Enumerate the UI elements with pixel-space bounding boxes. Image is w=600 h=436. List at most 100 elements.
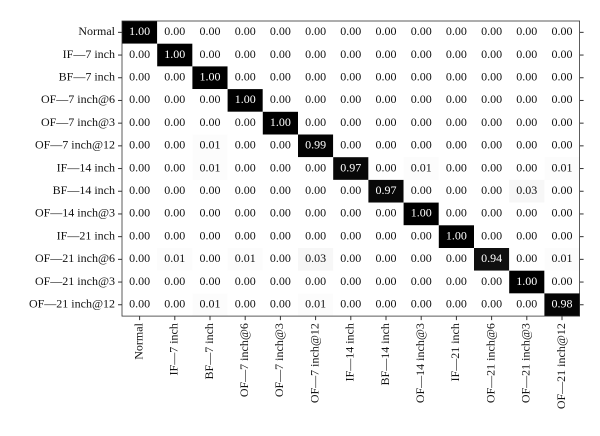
- cell: [298, 43, 334, 67]
- cell: [262, 111, 298, 135]
- cell: [262, 293, 298, 317]
- cell-label: 0.98: [552, 297, 573, 311]
- cell-label: 0.00: [235, 24, 256, 38]
- cell-label: 0.00: [446, 70, 467, 84]
- cell-label: 0.00: [164, 183, 185, 197]
- cell: [474, 134, 510, 158]
- x-tick-label: IF—21 inch: [448, 323, 462, 381]
- cell-label: 0.00: [446, 183, 467, 197]
- cell-label: 0.00: [270, 70, 291, 84]
- cell: [474, 43, 510, 67]
- cell: [368, 293, 404, 317]
- cell-label: 0.00: [235, 297, 256, 311]
- cell-label: 1.00: [235, 92, 256, 106]
- cell-label: 0.00: [552, 92, 573, 106]
- cell: [298, 21, 334, 44]
- y-tick-label: OF—14 inch@3: [35, 206, 115, 220]
- cell: [262, 43, 298, 67]
- cell: [333, 179, 369, 203]
- cell: [509, 111, 545, 135]
- cell-label: 0.00: [305, 228, 326, 242]
- cell: [262, 21, 298, 44]
- cell-label: 0.00: [340, 92, 361, 106]
- cell-label: 0.00: [270, 138, 291, 152]
- cell: [544, 43, 580, 67]
- cell: [227, 202, 263, 226]
- cell: [298, 66, 334, 90]
- cell-label: 0.00: [200, 206, 221, 220]
- cell-label: 0.00: [481, 183, 502, 197]
- x-tick-label: OF—14 inch@3: [413, 323, 427, 403]
- cell-label: 0.00: [129, 115, 150, 129]
- cell-label: 0.00: [305, 115, 326, 129]
- cell-label: 0.00: [376, 206, 397, 220]
- cell: [544, 225, 580, 248]
- cell-label: 0.00: [340, 228, 361, 242]
- cell-label: 0.01: [200, 297, 221, 311]
- cell-label: 0.97: [340, 160, 361, 174]
- cell-label: 0.00: [270, 24, 291, 38]
- cell: [509, 270, 545, 294]
- cell-label: 0.00: [376, 251, 397, 265]
- cell-label: 0.00: [376, 24, 397, 38]
- cell-label: 0.00: [516, 228, 537, 242]
- cell: [298, 134, 334, 158]
- cell-label: 0.00: [411, 251, 432, 265]
- cell: [227, 66, 263, 90]
- cell: [368, 202, 404, 226]
- cell: [298, 89, 334, 112]
- cell-label: 0.00: [376, 115, 397, 129]
- cell-label: 1.00: [446, 228, 467, 242]
- cell-label: 1.00: [270, 115, 291, 129]
- cell: [438, 111, 474, 135]
- cell-label: 0.00: [200, 228, 221, 242]
- cell: [544, 111, 580, 135]
- cell-label: 0.00: [376, 274, 397, 288]
- cell: [333, 43, 369, 67]
- cell-label: 1.00: [411, 206, 432, 220]
- cell-label: 0.01: [235, 251, 256, 265]
- cell: [438, 21, 474, 44]
- cell: [544, 248, 580, 271]
- cell: [509, 43, 545, 67]
- cell: [262, 225, 298, 248]
- cell-label: 0.00: [235, 160, 256, 174]
- cell-label: 0.00: [129, 206, 150, 220]
- cell-label: 0.00: [376, 297, 397, 311]
- cell-label: 0.00: [516, 115, 537, 129]
- cell-label: 0.00: [516, 206, 537, 220]
- cell: [192, 157, 228, 180]
- cell: [403, 134, 439, 158]
- cell-label: 0.00: [340, 24, 361, 38]
- cell: [403, 43, 439, 67]
- cell: [368, 225, 404, 248]
- cell-label: 0.00: [164, 70, 185, 84]
- cell: [262, 270, 298, 294]
- cell-label: 0.00: [235, 183, 256, 197]
- cell-label: 0.00: [270, 274, 291, 288]
- y-tick-label: IF—14 inch: [57, 160, 115, 174]
- cell-label: 0.00: [411, 183, 432, 197]
- cell: [192, 66, 228, 90]
- cell: [122, 89, 158, 112]
- cell-label: 0.00: [411, 297, 432, 311]
- cell-label: 0.00: [270, 47, 291, 61]
- cell-label: 0.00: [411, 228, 432, 242]
- cell: [509, 293, 545, 317]
- cell-label: 0.00: [411, 115, 432, 129]
- cell: [544, 270, 580, 294]
- cell: [157, 43, 193, 67]
- cell: [157, 111, 193, 135]
- cell-label: 0.00: [516, 138, 537, 152]
- x-tick-label: Normal: [131, 322, 145, 359]
- cell-label: 0.00: [129, 138, 150, 152]
- cell: [122, 248, 158, 271]
- cell: [438, 157, 474, 180]
- cell-label: 0.00: [552, 70, 573, 84]
- cell-label: 0.00: [129, 47, 150, 61]
- cell: [333, 202, 369, 226]
- cell: [368, 179, 404, 203]
- cell: [157, 248, 193, 271]
- cell-label: 0.00: [481, 47, 502, 61]
- cell: [368, 43, 404, 67]
